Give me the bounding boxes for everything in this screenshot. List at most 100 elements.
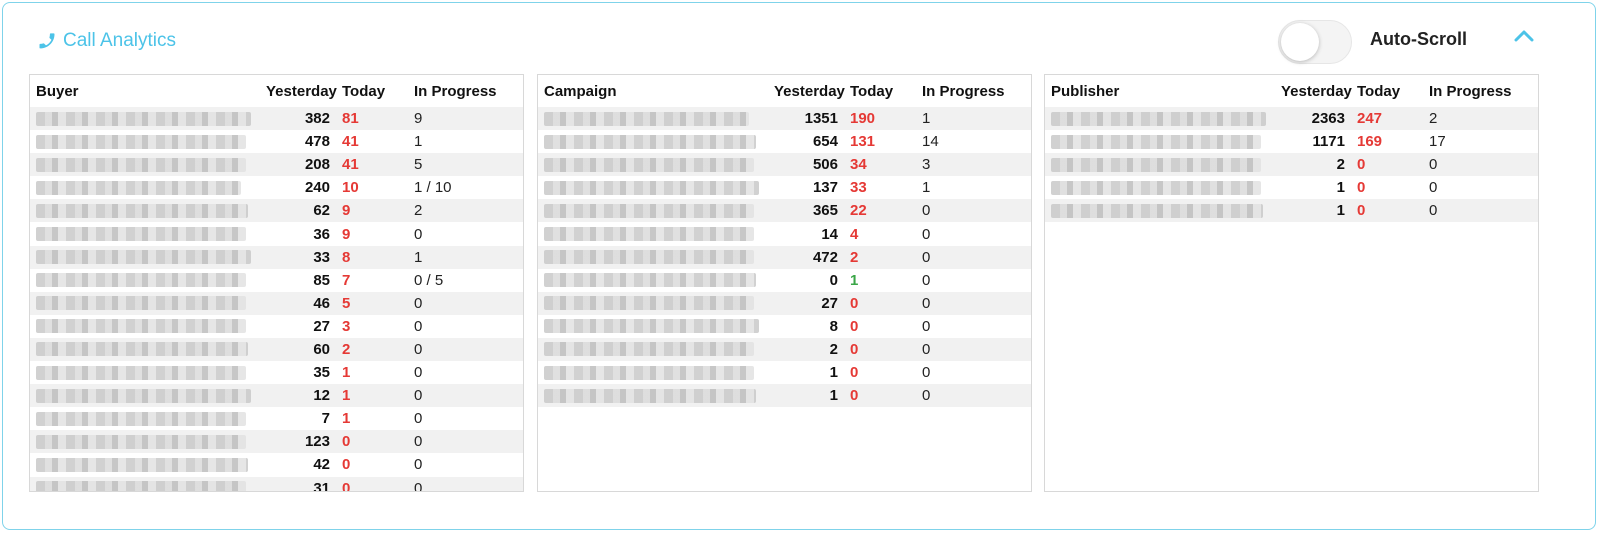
table-row[interactable]: 1171 169 17 [1045,130,1538,153]
table-row[interactable]: 208 41 5 [30,153,523,177]
redacted-name [544,388,756,403]
card-title: Call Analytics [63,30,176,51]
redacted-name [36,227,246,242]
redacted-name-cell [538,384,768,407]
yesterday-cell: 33 [313,248,330,266]
redacted-name-cell [538,153,768,176]
table-row[interactable]: 60 2 0 [30,337,523,362]
redacted-name [36,203,248,218]
today-cell: 81 [342,110,359,128]
column-header-yesterday[interactable]: Yesterday [1281,82,1352,100]
table-row[interactable]: 2363 247 2 [1045,107,1538,131]
column-header-in-progress[interactable]: In Progress [1429,82,1512,100]
yesterday-cell: 1171 [1312,133,1345,151]
publisher-table-panel[interactable]: Publisher Yesterday Today In Progress 2363 24… [1044,74,1539,492]
column-header-name[interactable]: Campaign [544,82,617,100]
column-header-today[interactable]: Today [850,82,894,100]
in-progress-cell: 1 / 10 [414,179,452,197]
today-cell: 10 [342,179,359,197]
today-cell: 1 [850,271,859,289]
buyer-table-panel[interactable]: Buyer Yesterday Today In Progress 382 81 9 478 4… [29,74,524,492]
redacted-name [1051,134,1261,149]
column-header-in-progress[interactable]: In Progress [414,82,497,100]
table-row[interactable]: 14 4 0 [538,222,1031,245]
table-row[interactable]: 472 2 0 [538,245,1031,269]
yesterday-cell: 36 [313,225,330,243]
redacted-name-cell [30,107,260,130]
column-header-name[interactable]: Buyer [36,82,79,100]
column-header-in-progress[interactable]: In Progress [922,82,1005,100]
in-progress-cell: 0 [922,202,931,220]
in-progress-cell: 2 [1429,110,1438,128]
in-progress-cell: 0 [414,479,423,492]
in-progress-cell: 0 [1429,156,1438,174]
table-row[interactable]: 137 33 1 [538,176,1031,199]
yesterday-cell: 85 [313,271,330,289]
table-row[interactable]: 27 3 0 [30,315,523,338]
campaign-table-panel[interactable]: Campaign Yesterday Today In Progress 1351 190… [537,74,1032,492]
redacted-name-cell [30,130,260,153]
in-progress-cell: 3 [922,156,931,174]
redacted-name [544,134,756,149]
table-row[interactable]: 1351 190 1 [538,107,1031,131]
today-cell: 1 [342,410,351,428]
auto-scroll-toggle[interactable] [1278,20,1352,64]
yesterday-cell: 208 [304,156,330,174]
redacted-name-cell [1045,130,1275,153]
table-row[interactable]: 12 1 0 [30,384,523,408]
chevron-up-icon[interactable] [1511,25,1537,47]
yesterday-cell: 1 [829,364,838,382]
table-row[interactable]: 42 0 0 [30,453,523,476]
table-row[interactable]: 382 81 9 [30,107,523,131]
yesterday-cell: 365 [812,202,838,220]
in-progress-cell: 9 [414,110,423,128]
yesterday-cell: 1 [1336,179,1345,197]
redacted-name [36,157,246,172]
today-cell: 33 [850,179,867,197]
yesterday-cell: 0 [829,271,838,289]
table-row[interactable]: 46 5 0 [30,291,523,315]
today-cell: 0 [342,433,351,451]
table-row[interactable]: 35 1 0 [30,361,523,384]
redacted-name-cell [30,338,260,361]
redacted-name [36,250,251,265]
in-progress-cell: 1 [922,110,931,128]
today-cell: 9 [342,202,351,220]
today-cell: 41 [342,133,359,151]
column-header-today[interactable]: Today [342,82,386,100]
table-row[interactable]: 240 10 1 / 10 [30,176,523,199]
table-row[interactable]: 506 34 3 [538,153,1031,177]
table-row[interactable]: 85 7 0 / 5 [30,269,523,292]
table-row[interactable]: 123 0 0 [30,430,523,454]
table-row[interactable]: 478 41 1 [30,130,523,153]
table-row[interactable]: 654 131 14 [538,130,1031,153]
redacted-name-cell [30,199,260,222]
column-header-today[interactable]: Today [1357,82,1401,100]
table-row[interactable]: 27 0 0 [538,291,1031,315]
table-row[interactable]: 36 9 0 [30,222,523,245]
today-cell: 2 [342,340,351,358]
table-row[interactable]: 31 0 0 [30,476,523,492]
in-progress-cell: 0 [414,225,423,243]
data-table: Publisher Yesterday Today In Progress 2363 24… [1045,75,1538,223]
column-header-name[interactable]: Publisher [1051,82,1120,100]
card-header[interactable]: Call Analytics [37,27,176,55]
in-progress-cell: 0 [922,340,931,358]
table-row[interactable]: 33 8 1 [30,245,523,269]
redacted-name [544,319,759,334]
column-header-yesterday[interactable]: Yesterday [774,82,845,100]
redacted-name [1051,157,1261,172]
column-header-yesterday[interactable]: Yesterday [266,82,337,100]
today-cell: 0 [1357,156,1366,174]
table-row[interactable]: 365 22 0 [538,199,1031,223]
table-row[interactable]: 62 9 2 [30,199,523,223]
